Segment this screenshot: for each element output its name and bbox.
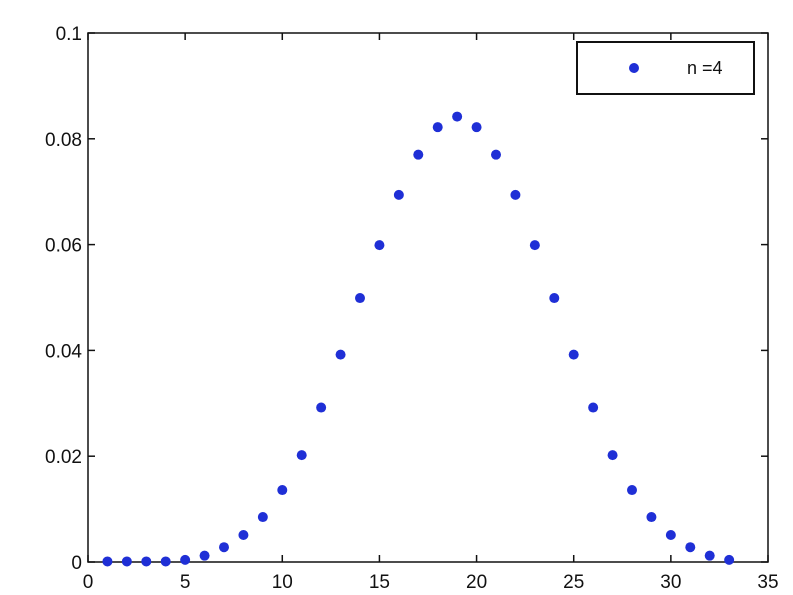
x-tick-label: 5 (180, 572, 191, 593)
data-point (607, 450, 618, 461)
data-point (432, 122, 443, 133)
data-point (510, 189, 521, 200)
data-point (588, 402, 599, 413)
data-point (471, 122, 482, 133)
data-point (452, 111, 463, 122)
x-tick-label: 0 (83, 572, 94, 593)
data-point (296, 450, 307, 461)
data-point (665, 530, 676, 541)
data-point (724, 554, 735, 565)
legend: n =4 (576, 41, 755, 95)
x-tick-label: 20 (466, 572, 487, 593)
data-point (257, 512, 268, 523)
y-tick-label: 0 (71, 553, 82, 574)
data-point (685, 542, 696, 553)
y-tick-label: 0.1 (56, 24, 82, 45)
data-point (160, 556, 171, 567)
x-tick-label: 25 (563, 572, 584, 593)
data-point (335, 349, 346, 360)
x-axis: 0 5 10 15 20 25 30 35 (83, 33, 779, 593)
legend-box (576, 41, 755, 95)
y-axis: 0 0.02 0.04 0.06 0.08 0.1 (45, 24, 768, 574)
y-tick-label: 0.08 (45, 130, 82, 151)
data-point (219, 542, 229, 553)
data-point (238, 530, 249, 541)
legend-label: n =4 (687, 58, 723, 78)
data-point (121, 556, 132, 567)
plot-area-frame (87, 32, 769, 563)
data-point (568, 349, 579, 360)
data-point (102, 556, 113, 567)
y-tick-label: 0.06 (45, 236, 82, 257)
data-point (704, 550, 715, 561)
data-point (180, 554, 191, 565)
data-point (374, 240, 385, 251)
legend-marker (629, 63, 639, 73)
x-tick-label: 35 (757, 572, 778, 593)
data-point (141, 556, 152, 567)
data-point (277, 485, 288, 496)
x-tick-label: 10 (272, 572, 293, 593)
data-point (316, 402, 327, 413)
data-point (627, 485, 637, 496)
data-point (393, 189, 404, 200)
data-point (549, 293, 560, 304)
y-tick-label: 0.02 (45, 447, 82, 468)
y-tick-label: 0.04 (45, 341, 82, 362)
data-point (355, 293, 365, 304)
data-point (529, 240, 540, 251)
data-point (646, 512, 657, 523)
data-point (413, 149, 424, 160)
data-point (199, 550, 210, 561)
data-point (491, 149, 501, 160)
x-tick-label: 15 (369, 572, 390, 593)
x-tick-label: 30 (660, 572, 681, 593)
data-points (102, 111, 735, 567)
